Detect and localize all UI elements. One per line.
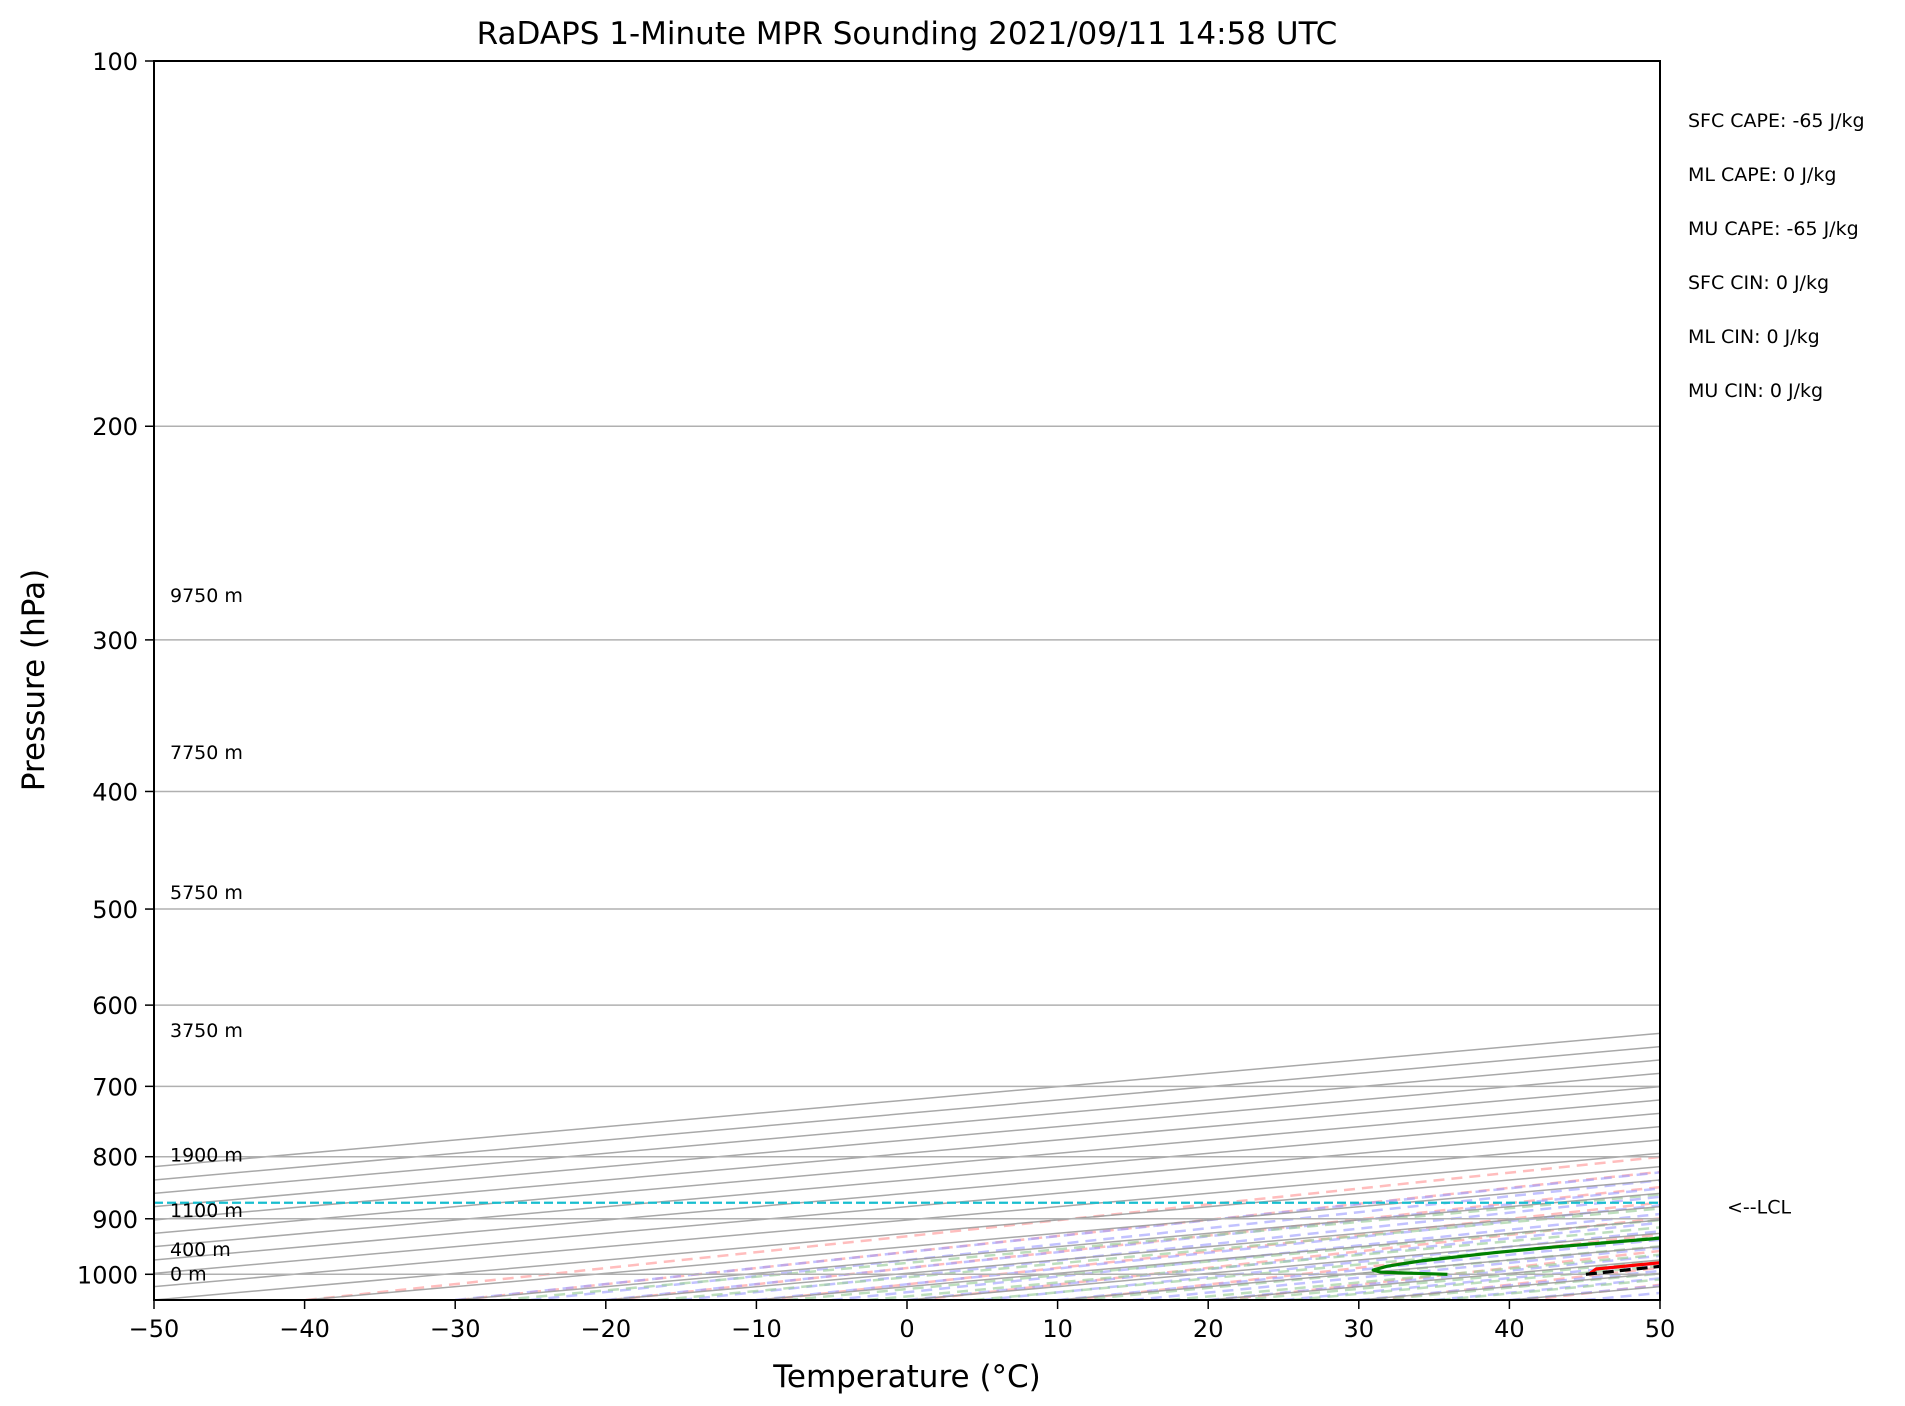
isotherm (154, 1072, 1660, 1208)
stat-line: ML CIN: 0 J/kg (1688, 326, 1820, 348)
y-tick-label: 500 (92, 896, 138, 924)
stat-line: SFC CAPE: -65 J/kg (1688, 110, 1865, 132)
y-tick-label: 1000 (77, 1261, 138, 1289)
y-tick-label: 100 (92, 48, 138, 76)
height-label: 400 m (170, 1239, 231, 1261)
x-tick-label: 0 (899, 1315, 914, 1343)
lcl-marker: <--LCL (154, 1197, 1791, 1219)
y-tick-label: 700 (92, 1073, 138, 1101)
lcl-label: <--LCL (1727, 1197, 1791, 1219)
y-axis-label: Pressure (hPa) (16, 569, 52, 791)
stat-line: SFC CIN: 0 J/kg (1688, 272, 1830, 294)
dry-adiabat (763, 1201, 1660, 1300)
x-tick-label: 50 (1645, 1315, 1676, 1343)
moist-adiabat (455, 1171, 1660, 1300)
x-tick-label: 30 (1344, 1315, 1375, 1343)
isotherm (154, 1085, 1660, 1221)
x-tick-label: −20 (580, 1315, 631, 1343)
data-series (1371, 1236, 1660, 1276)
x-tick-label: −50 (129, 1315, 180, 1343)
axes: −50 −40 −30 −20 −10 0 10 20 30 40 50 100 200 300 400 50… (77, 48, 1675, 1343)
y-tick-label: 800 (92, 1144, 138, 1172)
y-tick-label: 300 (92, 627, 138, 655)
height-label: 7750 m (170, 742, 243, 764)
stat-line: ML CAPE: 0 J/kg (1688, 164, 1837, 186)
height-label: 5750 m (170, 882, 243, 904)
background-grid (154, 61, 1660, 1300)
height-label: 1100 m (170, 1200, 243, 1222)
isotherm (154, 1059, 1660, 1195)
x-tick-label: 20 (1193, 1315, 1224, 1343)
chart-title: RaDAPS 1-Minute MPR Sounding 2021/09/11 … (477, 16, 1338, 52)
x-tick-label: 40 (1494, 1315, 1525, 1343)
stat-line: MU CAPE: -65 J/kg (1688, 218, 1859, 240)
x-tick-label: −40 (279, 1315, 330, 1343)
y-tick-label: 900 (92, 1206, 138, 1234)
isotherm (154, 1045, 1660, 1181)
y-tick-label: 400 (92, 778, 138, 806)
height-label: 0 m (170, 1263, 207, 1285)
x-tick-label: −10 (731, 1315, 782, 1343)
x-tick-label: 10 (1042, 1315, 1073, 1343)
height-label: 9750 m (170, 585, 243, 607)
moist-adiabat (530, 1179, 1660, 1300)
height-label: 1900 m (170, 1144, 243, 1166)
y-tick-label: 200 (92, 413, 138, 441)
y-tick-label: 600 (92, 992, 138, 1020)
height-label: 3750 m (170, 1020, 243, 1042)
isotherm (154, 1032, 1660, 1168)
x-tick-label: −30 (430, 1315, 481, 1343)
stat-line: MU CIN: 0 J/kg (1688, 380, 1824, 402)
x-axis-label: Temperature (°C) (772, 1359, 1041, 1395)
dewpoint-line (1371, 1236, 1660, 1276)
